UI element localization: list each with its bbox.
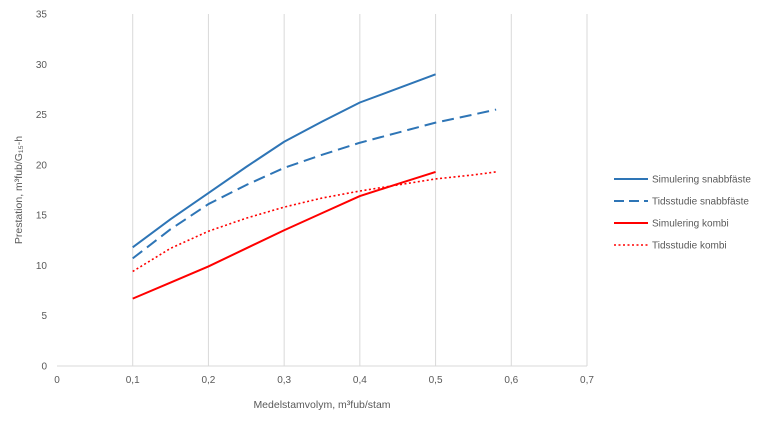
x-tick-label: 0,2 (201, 375, 215, 386)
x-tick-label: 0 (54, 375, 60, 386)
series-line-4 (132, 171, 497, 273)
y-tick-label: 10 (36, 261, 48, 272)
series-lines (132, 73, 497, 300)
legend-label: Tidsstudie kombi (652, 241, 727, 252)
y-tick-label: 35 (36, 10, 48, 21)
series-line-1 (132, 73, 436, 249)
y-tick-labels: 0 5 10 15 20 25 30 35 (36, 10, 48, 373)
x-axis-title: Medelstamvolym, m³fub/stam (253, 399, 390, 411)
y-tick-label: 30 (36, 60, 48, 71)
y-axis-title: Prestation, m³fub/G₁₅-h (13, 136, 25, 244)
y-tick-label: 25 (36, 110, 48, 121)
gridlines (132, 14, 588, 366)
series-line-3 (132, 170, 436, 300)
y-tick-label: 15 (36, 211, 48, 222)
y-tick-label: 5 (41, 311, 47, 322)
y-tick-label: 0 (41, 362, 47, 373)
y-tick-label: 20 (36, 160, 48, 171)
x-tick-label: 0,3 (277, 375, 291, 386)
legend-label: Simulering kombi (652, 219, 729, 230)
x-tick-label: 0,5 (429, 375, 443, 386)
x-tick-labels: 0 0,1 0,2 0,3 0,4 0,5 0,6 0,7 (54, 375, 594, 386)
legend-label: Tidsstudie snabbfäste (652, 197, 749, 208)
series-line-2 (132, 108, 497, 260)
x-tick-label: 0,7 (580, 375, 594, 386)
x-tick-label: 0,6 (504, 375, 518, 386)
x-tick-label: 0,1 (126, 375, 140, 386)
legend-label: Simulering snabbfäste (652, 175, 751, 186)
x-tick-label: 0,4 (353, 375, 367, 386)
legend: Simulering snabbfäste Tidsstudie snabbfäs… (614, 175, 751, 252)
